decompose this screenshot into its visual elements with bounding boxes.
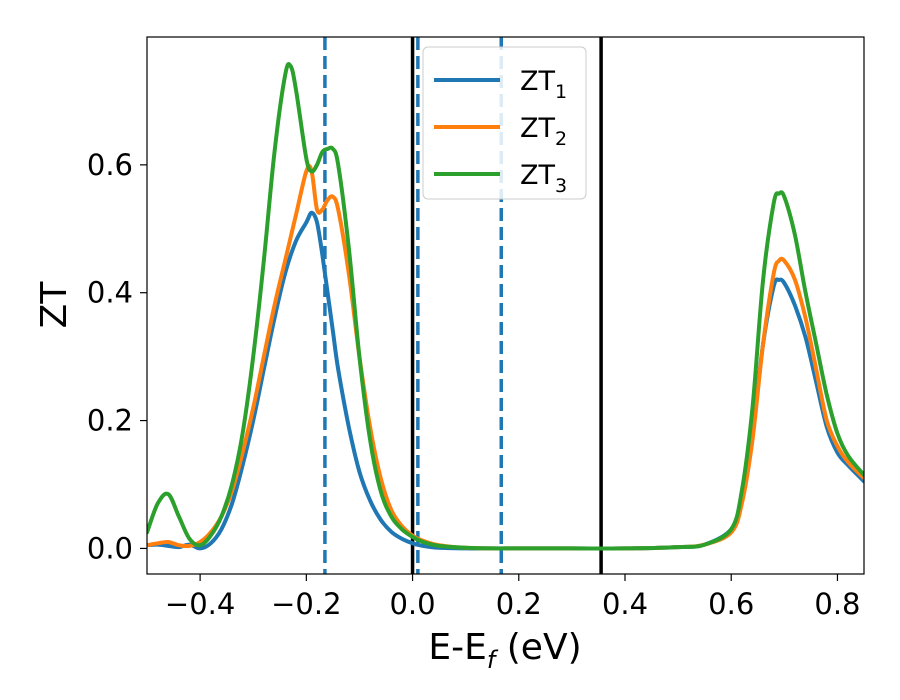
y-tick-label: 0.6 (87, 148, 133, 182)
series-line-zt1 (147, 210, 864, 551)
x-axis-title-unit: (eV) (495, 627, 581, 668)
y-tick-label: 0.0 (87, 531, 133, 565)
plot-frame (146, 36, 865, 575)
x-tick-label: 0.2 (496, 587, 542, 621)
y-tick-label: 0.2 (87, 404, 133, 438)
legend-label-zt3: ZT3 (520, 160, 567, 197)
legend-label-zt1: ZT1 (520, 66, 567, 103)
vertical-reference-lines (323, 37, 603, 574)
x-tick-label: −0.4 (165, 587, 235, 621)
y-axis-ticks: 0.0 0.2 0.4 0.6 (87, 148, 147, 565)
series-lines (147, 62, 864, 551)
y-axis-title: ZT (34, 281, 75, 329)
x-tick-label: 0.6 (708, 587, 754, 621)
series-line-zt2 (147, 164, 864, 551)
x-axis-title-main: E-E (428, 627, 486, 668)
y-tick-label: 0.4 (87, 276, 133, 310)
x-tick-label: 0.4 (602, 587, 648, 621)
legend-label-zt2: ZT2 (520, 113, 567, 150)
x-axis-ticks: −0.4 −0.2 0.0 0.2 0.4 0.6 0.8 (165, 574, 861, 621)
x-tick-label: −0.2 (271, 587, 341, 621)
x-tick-label: 0.0 (389, 587, 435, 621)
x-tick-label: 0.8 (814, 587, 860, 621)
legend: ZT1 ZT2 ZT3 (422, 46, 587, 200)
legend-box (422, 46, 587, 200)
x-axis-title: E-Ef (eV) (428, 627, 581, 674)
series-line-zt3 (147, 62, 864, 551)
